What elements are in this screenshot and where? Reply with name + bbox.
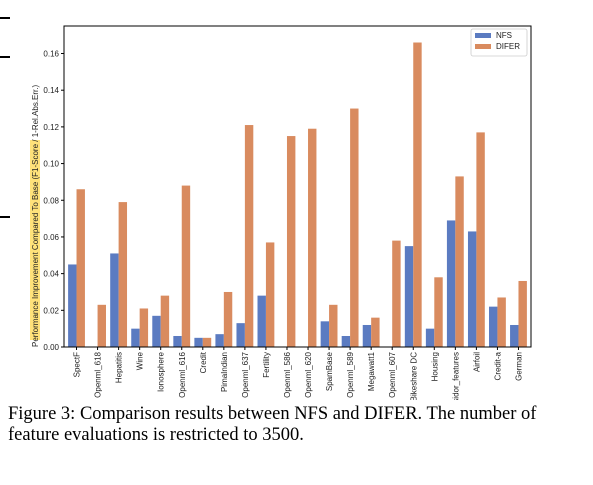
bar-difer [160, 295, 170, 347]
bar-difer [139, 308, 149, 347]
bar-difer [455, 176, 464, 347]
y-axis: 0.00 0.02 0.04 0.06 0.08 0.10 0.12 0.14 0.16 [43, 50, 64, 352]
x-tick-label: Openml_620 [304, 351, 313, 397]
left-margin-marker-bottom [0, 216, 10, 218]
bar-difer [350, 108, 359, 348]
y-tick-label: 0.06 [43, 233, 59, 242]
bar-difer [434, 277, 443, 347]
x-tick-label: Airfoil [472, 352, 481, 372]
x-tick-label: Fertility [262, 352, 271, 378]
bar-nfs [110, 253, 119, 347]
bar-difer [181, 185, 191, 347]
legend-swatch-difer [475, 44, 491, 49]
x-tick-label: Credit [199, 351, 208, 373]
bar-difer [476, 132, 485, 347]
bar-nfs [404, 246, 414, 347]
bar-difer [371, 317, 380, 347]
legend-swatch-nfs [475, 33, 491, 38]
bar-nfs [194, 337, 203, 347]
y-tick-label: 0.08 [43, 196, 59, 205]
legend-label-difer: DIFER [496, 42, 520, 51]
bar-difer [308, 128, 317, 347]
x-tick-label: Bikeshare DC [409, 352, 418, 400]
bar-nfs [362, 324, 372, 347]
y-tick-label: 0.16 [43, 50, 59, 59]
x-tick-label: Openml_618 [94, 351, 103, 397]
bar-nfs [236, 323, 245, 347]
bar-difer [76, 189, 85, 347]
bar-nfs [68, 264, 77, 347]
bar-difer [97, 304, 106, 347]
left-margin-marker-middle [0, 56, 10, 58]
x-tick-label: Credit-a [493, 351, 502, 380]
x-tick-label: SpamBase [325, 351, 334, 391]
y-tick-label: 0.02 [43, 306, 59, 315]
bar-nfs [467, 231, 477, 347]
bar-difer [392, 240, 401, 347]
x-tick-label: Housing [430, 352, 439, 381]
ylabel-highlight [30, 140, 40, 340]
bar-nfs [173, 335, 182, 347]
x-tick-label: Hepatitis [115, 352, 124, 383]
x-tick-label: PimaIndian [220, 352, 229, 392]
x-tick-label: Openml_589 [346, 351, 355, 397]
x-tick-label: Megawatt1 [367, 351, 376, 391]
bar-difer [497, 297, 506, 347]
legend: NFS DIFER [470, 28, 528, 57]
x-tick-label: Openml_616 [178, 351, 187, 397]
bar-nfs [320, 321, 330, 347]
x-tick-label: Openml_637 [241, 351, 250, 397]
bar-nfs [215, 334, 224, 347]
bar-chart: 0.00 0.02 0.04 0.06 0.08 0.10 0.12 0.14 0.16 Spe… [30, 25, 532, 400]
x-axis: SpectF Openml_618 Hepatitis Wine Ionosphere O… [73, 347, 523, 400]
bar-difer [118, 202, 128, 347]
x-tick-label: Openml_607 [388, 351, 397, 397]
figure-caption: Figure 3: Comparison results between NFS… [8, 404, 537, 445]
x-tick-label: Openml_586 [283, 351, 292, 397]
bar-nfs [510, 324, 519, 347]
bar-nfs [131, 328, 140, 347]
bar-nfs [446, 220, 456, 347]
y-axis-label: Performance Improvement Compared To Base… [31, 84, 40, 347]
bar-nfs [257, 295, 266, 347]
x-tick-label: Ionosphere [157, 351, 166, 392]
bar-nfs [152, 315, 161, 347]
x-tick-label: SpectF [73, 352, 82, 377]
bar-nfs [425, 328, 435, 347]
y-tick-label: 0.10 [43, 160, 59, 169]
bar-difer [518, 280, 527, 347]
x-tick-label: Messidor_features [451, 352, 460, 400]
bar-difer [286, 136, 296, 347]
bar-difer [223, 291, 233, 347]
bar-difer [202, 337, 212, 347]
bar-difer [244, 125, 254, 348]
legend-label-nfs: NFS [496, 31, 512, 40]
bar-nfs [341, 335, 351, 347]
x-tick-label: Wine [136, 351, 145, 370]
bar-difer [329, 304, 338, 347]
bars-group [68, 42, 527, 348]
left-margin-marker-top [0, 17, 10, 19]
y-tick-label: 0.00 [43, 343, 59, 352]
y-tick-label: 0.14 [43, 86, 59, 95]
bar-difer [413, 42, 422, 347]
x-tick-label: German [514, 352, 523, 381]
y-tick-label: 0.04 [43, 270, 59, 279]
bar-difer [265, 242, 275, 347]
plot-frame [63, 25, 532, 348]
y-tick-label: 0.12 [43, 123, 59, 132]
bar-nfs [489, 306, 498, 347]
